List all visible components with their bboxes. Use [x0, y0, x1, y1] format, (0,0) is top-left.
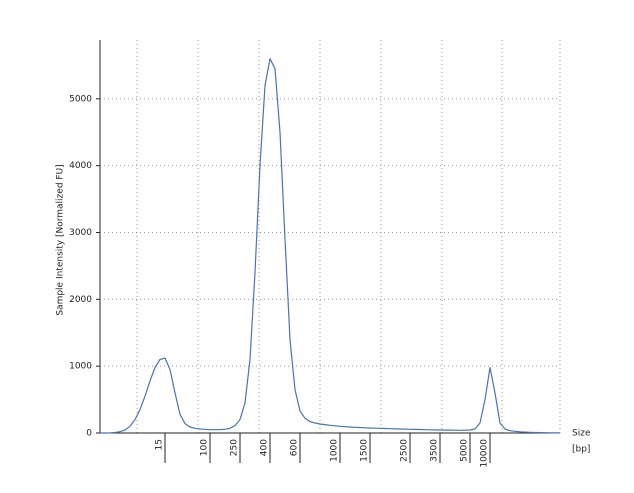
y-tick-label: 3000 — [69, 228, 92, 238]
x-tick-label: 1500 — [360, 439, 370, 462]
x-tick-label: 3500 — [430, 439, 440, 462]
x-axis-unit: [bp] — [572, 445, 590, 455]
x-tick-label: 100 — [200, 439, 210, 456]
x-axis-label: Size — [572, 429, 591, 439]
y-tick-label: 5000 — [69, 94, 92, 104]
y-tick-label: 0 — [86, 429, 92, 439]
vertical-grid — [136, 40, 561, 433]
x-tick-label: 600 — [290, 439, 300, 456]
x-tick-label: 5000 — [460, 439, 470, 462]
x-tick-label: 250 — [230, 439, 240, 456]
trace — [100, 58, 560, 434]
y-tick-label: 1000 — [69, 362, 92, 372]
y-axis-label: Sample Intensity [Normalized FU] — [56, 164, 66, 315]
x-tick-label: 400 — [260, 439, 270, 456]
x-tick-label: 15 — [155, 439, 165, 450]
x-tick-label: 1000 — [330, 439, 340, 462]
x-tick-label: 10000 — [480, 439, 490, 468]
y-tick-label: 4000 — [69, 161, 92, 171]
y-tick-label: 2000 — [69, 295, 92, 305]
x-tick-label: 2500 — [400, 439, 410, 462]
